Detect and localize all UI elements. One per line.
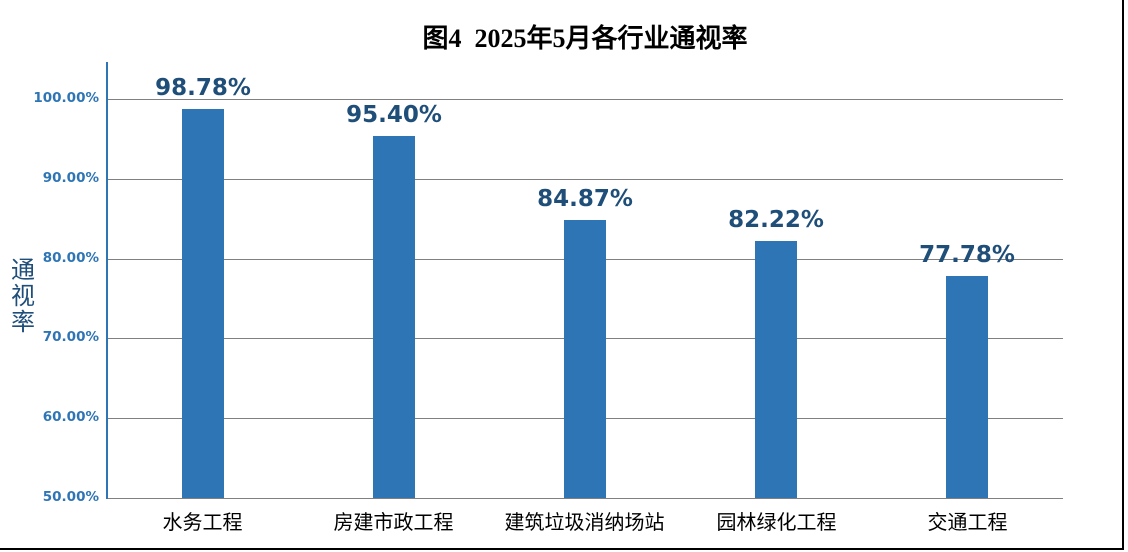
y-axis-line: [106, 62, 108, 499]
y-tick-label: 70.00%: [42, 329, 99, 345]
category-label: 园林绿化工程: [716, 512, 837, 534]
bar-建筑垃圾消纳场站: [564, 220, 606, 498]
category-label: 水务工程: [162, 512, 243, 534]
bar-园林绿化工程: [755, 241, 797, 498]
value-label: 84.87%: [537, 186, 633, 212]
y-tick-label: 60.00%: [42, 409, 99, 425]
value-label: 82.22%: [728, 207, 824, 233]
y-tick-label: 80.00%: [42, 250, 99, 266]
y-tick-label: 50.00%: [42, 489, 99, 505]
gridline-50: [107, 498, 1063, 499]
bar-房建市政工程: [373, 136, 415, 498]
cell-border-right: [1122, 0, 1124, 550]
bar-水务工程: [182, 109, 224, 498]
chart-title: 图4 2025年5月各行业通视率: [422, 24, 748, 53]
y-tick-label: 100.00%: [33, 90, 99, 106]
gridline-100: [107, 99, 1063, 100]
value-label: 98.78%: [155, 75, 251, 101]
value-label: 77.78%: [919, 242, 1015, 268]
y-tick-label: 90.00%: [42, 170, 99, 186]
y-axis-title: 通 视 率: [11, 258, 35, 336]
bar-交通工程: [946, 276, 988, 498]
category-label: 建筑垃圾消纳场站: [504, 512, 665, 534]
gridline-90: [107, 179, 1063, 180]
category-label: 房建市政工程: [333, 512, 454, 534]
category-label: 交通工程: [927, 512, 1008, 534]
value-label: 95.40%: [346, 102, 442, 128]
cell-border-bottom: [0, 548, 1124, 550]
